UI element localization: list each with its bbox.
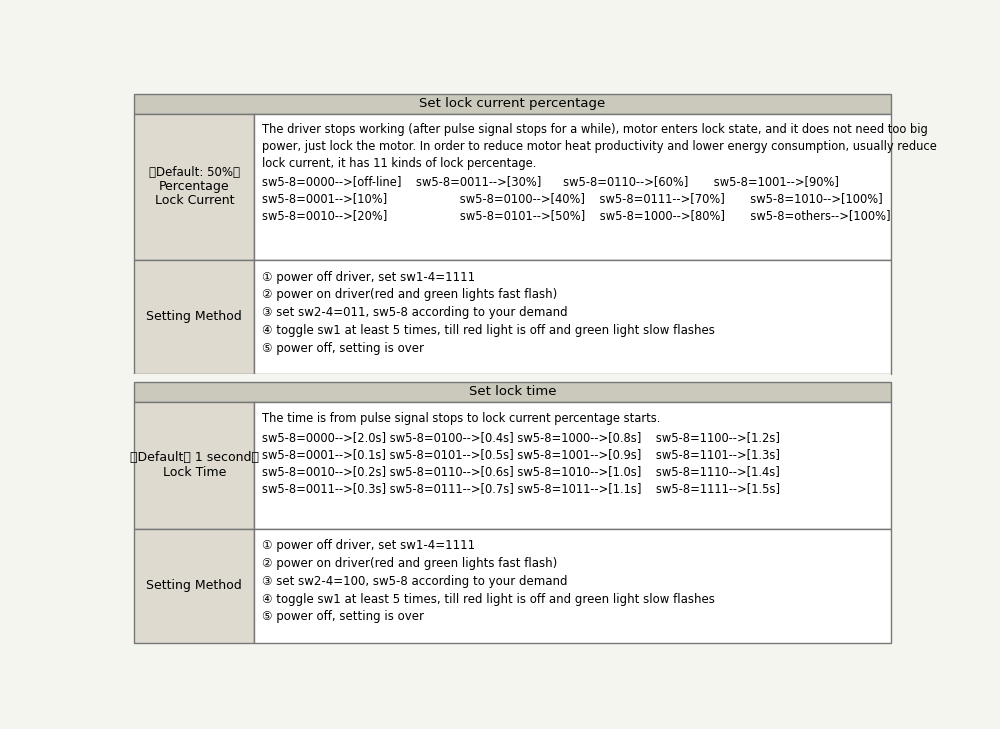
Text: power, just lock the motor. In order to reduce motor heat productivity and lower: power, just lock the motor. In order to … xyxy=(262,140,937,153)
Bar xyxy=(134,114,254,260)
Text: ③ set sw2-4=011, sw5-8 according to your demand: ③ set sw2-4=011, sw5-8 according to your… xyxy=(262,306,568,319)
Bar xyxy=(254,529,891,643)
Text: Set lock current percentage: Set lock current percentage xyxy=(419,97,606,110)
Text: （Default： 1 second）: （Default： 1 second） xyxy=(130,451,259,464)
Text: ③ set sw2-4=100, sw5-8 according to your demand: ③ set sw2-4=100, sw5-8 according to your… xyxy=(262,575,568,588)
Text: ④ toggle sw1 at least 5 times, till red light is off and green light slow flashe: ④ toggle sw1 at least 5 times, till red … xyxy=(262,324,715,337)
Bar xyxy=(254,402,891,529)
Text: ① power off driver, set sw1-4=1111: ① power off driver, set sw1-4=1111 xyxy=(262,270,475,284)
Text: The time is from pulse signal stops to lock current percentage starts.: The time is from pulse signal stops to l… xyxy=(262,413,661,426)
Text: sw5-8=0001-->[10%]                    sw5-8=0100-->[40%]    sw5-8=0111-->[70%]  : sw5-8=0001-->[10%] sw5-8=0100-->[40%] sw… xyxy=(262,192,883,205)
Bar xyxy=(134,402,254,529)
Bar xyxy=(134,381,891,402)
Text: sw5-8=0000-->[2.0s] sw5-8=0100-->[0.4s] sw5-8=1000-->[0.8s]    sw5-8=1100-->[1.2: sw5-8=0000-->[2.0s] sw5-8=0100-->[0.4s] … xyxy=(262,431,780,444)
Bar xyxy=(134,260,254,374)
Text: ① power off driver, set sw1-4=1111: ① power off driver, set sw1-4=1111 xyxy=(262,539,475,553)
Bar xyxy=(254,114,891,260)
Text: sw5-8=0010-->[20%]                    sw5-8=0101-->[50%]    sw5-8=1000-->[80%]  : sw5-8=0010-->[20%] sw5-8=0101-->[50%] sw… xyxy=(262,209,891,222)
Text: ⑤ power off, setting is over: ⑤ power off, setting is over xyxy=(262,610,424,623)
Bar xyxy=(254,260,891,374)
Text: Setting Method: Setting Method xyxy=(146,579,242,592)
Text: Set lock time: Set lock time xyxy=(469,385,556,398)
Text: sw5-8=0001-->[0.1s] sw5-8=0101-->[0.5s] sw5-8=1001-->[0.9s]    sw5-8=1101-->[1.3: sw5-8=0001-->[0.1s] sw5-8=0101-->[0.5s] … xyxy=(262,448,780,461)
Text: Percentage: Percentage xyxy=(159,180,230,193)
Text: sw5-8=0011-->[0.3s] sw5-8=0111-->[0.7s] sw5-8=1011-->[1.1s]    sw5-8=1111-->[1.5: sw5-8=0011-->[0.3s] sw5-8=0111-->[0.7s] … xyxy=(262,482,780,495)
Bar xyxy=(134,529,254,643)
Text: sw5-8=0000-->[off-line]    sw5-8=0011-->[30%]      sw5-8=0110-->[60%]       sw5-: sw5-8=0000-->[off-line] sw5-8=0011-->[30… xyxy=(262,175,839,188)
Bar xyxy=(134,374,891,381)
Text: ④ toggle sw1 at least 5 times, till red light is off and green light slow flashe: ④ toggle sw1 at least 5 times, till red … xyxy=(262,593,715,606)
Text: （Default: 50%）: （Default: 50%） xyxy=(149,166,240,179)
Text: sw5-8=0010-->[0.2s] sw5-8=0110-->[0.6s] sw5-8=1010-->[1.0s]    sw5-8=1110-->[1.4: sw5-8=0010-->[0.2s] sw5-8=0110-->[0.6s] … xyxy=(262,465,780,477)
Text: ⑤ power off, setting is over: ⑤ power off, setting is over xyxy=(262,342,424,354)
Text: Lock Time: Lock Time xyxy=(163,467,226,480)
Text: Setting Method: Setting Method xyxy=(146,311,242,324)
Bar xyxy=(134,93,891,114)
Text: ② power on driver(red and green lights fast flash): ② power on driver(red and green lights f… xyxy=(262,289,557,302)
Text: lock current, it has 11 kinds of lock percentage.: lock current, it has 11 kinds of lock pe… xyxy=(262,157,537,170)
Text: The driver stops working (after pulse signal stops for a while), motor enters lo: The driver stops working (after pulse si… xyxy=(262,123,928,136)
Text: Lock Current: Lock Current xyxy=(155,194,234,207)
Text: ② power on driver(red and green lights fast flash): ② power on driver(red and green lights f… xyxy=(262,557,557,570)
